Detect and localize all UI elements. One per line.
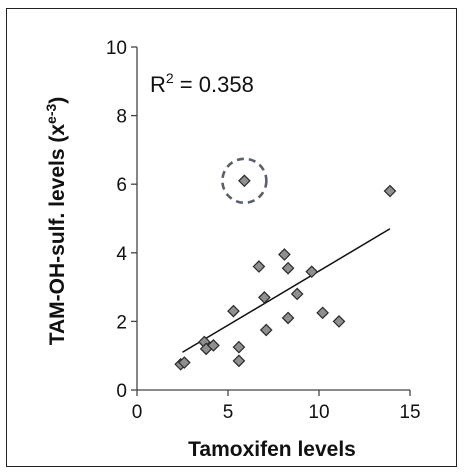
data-point bbox=[227, 304, 240, 318]
data-point bbox=[238, 174, 251, 188]
data-point bbox=[332, 315, 346, 328]
x-axis-title: Tamoxifen levels bbox=[188, 438, 356, 461]
data-point bbox=[305, 265, 319, 279]
y-tick-label: 0 bbox=[116, 381, 127, 402]
y-tick-label: 10 bbox=[106, 38, 127, 59]
x-tick-label: 5 bbox=[223, 402, 234, 423]
trendline-group bbox=[182, 228, 391, 353]
y-axis-title: TAM-OH-sulf. levels (xe-3) bbox=[43, 97, 69, 346]
data-point bbox=[207, 339, 220, 352]
data-point bbox=[252, 260, 266, 273]
data-point bbox=[259, 323, 273, 337]
outlier-highlight-group bbox=[221, 157, 268, 205]
data-point bbox=[258, 291, 271, 304]
y-tick-label: 2 bbox=[116, 312, 127, 333]
axes bbox=[136, 47, 410, 391]
y-tick-label: 6 bbox=[116, 175, 127, 196]
data-point bbox=[278, 248, 291, 261]
y-tick-label: 4 bbox=[116, 244, 127, 265]
r-squared-annotation: R2 = 0.358 bbox=[150, 70, 254, 97]
data-point bbox=[281, 311, 295, 325]
data-point bbox=[383, 184, 397, 198]
y-ticks: 0 2 4 6 8 10 bbox=[106, 38, 137, 402]
data-points bbox=[174, 174, 397, 371]
x-ticks: 0 5 10 15 bbox=[132, 390, 421, 423]
data-point bbox=[290, 287, 304, 301]
data-point bbox=[177, 356, 191, 369]
data-point bbox=[232, 340, 246, 354]
data-point bbox=[281, 261, 295, 275]
x-tick-label: 15 bbox=[399, 402, 420, 423]
y-tick-label: 8 bbox=[116, 107, 127, 128]
data-point bbox=[316, 306, 329, 320]
outlier-highlight-circle bbox=[221, 157, 268, 205]
x-tick-label: 10 bbox=[308, 402, 329, 423]
x-tick-label: 0 bbox=[132, 402, 143, 423]
trendline bbox=[182, 228, 391, 353]
data-point bbox=[232, 354, 246, 368]
